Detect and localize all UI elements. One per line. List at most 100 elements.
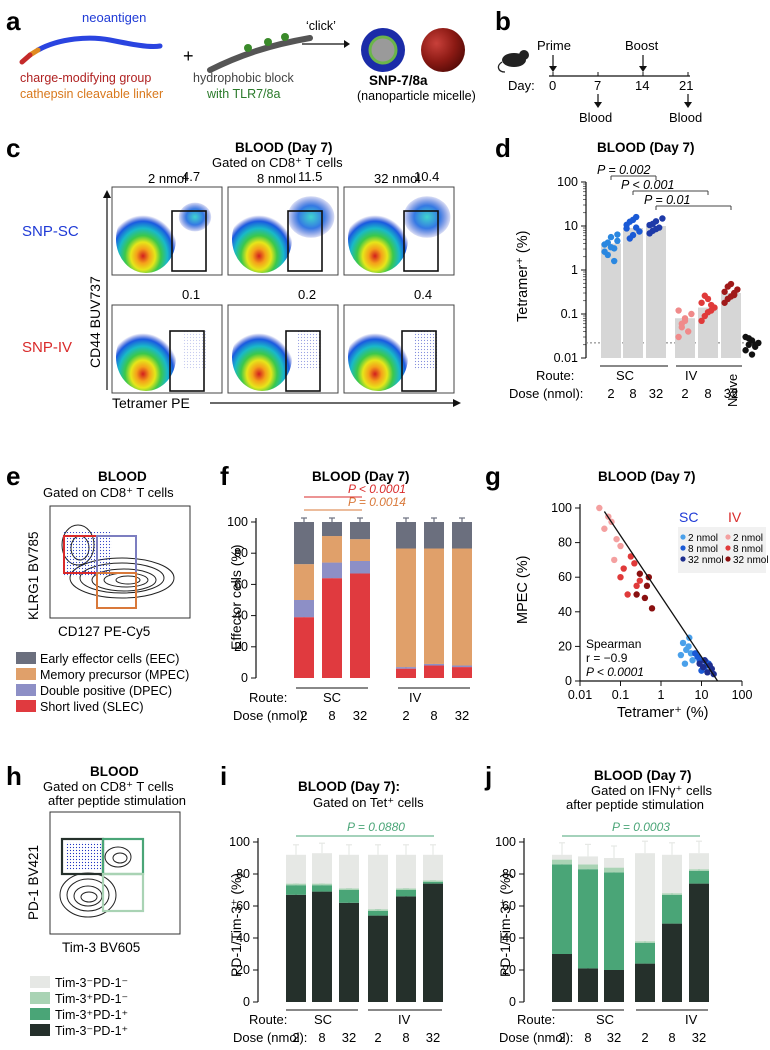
- g-legend-marker: [680, 545, 686, 551]
- d-data-point: [724, 283, 731, 290]
- i-dose-tick: 2: [374, 1030, 381, 1045]
- f-dose-tick: 2: [300, 708, 307, 723]
- g-title: BLOOD (Day 7): [598, 469, 696, 484]
- d-data-point: [708, 301, 715, 309]
- d-data-point: [659, 215, 666, 222]
- d-ylabel: Tetramer⁺ (%): [515, 231, 531, 322]
- f-bar-segment: [350, 573, 370, 678]
- g-data-point: [613, 535, 620, 543]
- hydrophobic-label: hydrophobic block: [193, 71, 295, 85]
- j-bar-segment: [689, 870, 709, 884]
- j-p-value: P = 0.0003: [612, 820, 670, 834]
- flow-density-blob: [116, 323, 176, 391]
- flow-gate: [403, 210, 439, 272]
- d-data-point: [742, 347, 749, 354]
- g-data-point: [643, 582, 651, 590]
- i-subtitle: Gated on Tet⁺ cells: [313, 795, 424, 810]
- g-data-point: [624, 591, 631, 598]
- g-data-point: [679, 639, 687, 647]
- d-data-point: [678, 324, 685, 331]
- d-naive-label: Naive: [725, 374, 740, 407]
- j-bar-segment: [604, 867, 624, 873]
- panel-letter-j: j: [484, 761, 492, 791]
- d-ytick-label: 1: [571, 263, 578, 277]
- i-title: BLOOD (Day 7):: [298, 779, 400, 794]
- j-bar-segment: [578, 968, 598, 1002]
- c-xaxis-arrow-head: [453, 399, 461, 407]
- panel-c: BLOOD (Day 7) Gated on CD8⁺ T cells 2 nm…: [22, 140, 461, 411]
- d-p-value: P = 0.01: [644, 193, 690, 207]
- linker-label: cathepsin cleavable linker: [20, 87, 163, 101]
- c-subtitle: Gated on CD8⁺ T cells: [212, 155, 343, 170]
- j-subtitle: Gated on IFNγ⁺ cells: [591, 783, 713, 798]
- f-bar-segment: [452, 548, 472, 666]
- d-data-point: [607, 233, 615, 241]
- flow-density-blob: [116, 205, 176, 273]
- g-data-point: [704, 669, 711, 676]
- flow-density-blob: [348, 323, 408, 391]
- f-bar-segment: [396, 522, 416, 549]
- i-dose-tick: 32: [426, 1030, 440, 1045]
- f-dose-tick: 8: [328, 708, 335, 723]
- d-data-point: [681, 317, 689, 325]
- g-data-point: [633, 582, 640, 590]
- gate-frequency: 11.5: [298, 169, 322, 184]
- d-data-point: [731, 289, 738, 297]
- e-legend-swatch: [16, 652, 36, 664]
- tetramer-positive-sparse: [298, 330, 322, 370]
- i-sc-label: SC: [314, 1012, 332, 1027]
- j-bar-segment: [578, 856, 598, 865]
- panel-e: BLOOD Gated on CD8⁺ T cells KLRG1 BV785 …: [16, 469, 191, 714]
- d-data-point: [721, 288, 728, 295]
- i-ytick-label: 80: [236, 867, 250, 881]
- g-data-point: [596, 504, 603, 512]
- d-data-point: [675, 307, 682, 314]
- f-dose-tick: 32: [353, 708, 367, 723]
- f-bar-segment: [294, 600, 314, 618]
- j-ytick-label: 20: [502, 963, 516, 977]
- e-xlabel: CD127 PE-Cy5: [58, 624, 150, 639]
- panel-letter-h: h: [6, 761, 22, 791]
- panel-f: BLOOD (Day 7) P < 0.0001 P = 0.0014 Effe…: [227, 469, 472, 723]
- peptide-chain-icon: [35, 35, 163, 53]
- i-bar-segment: [423, 882, 443, 884]
- i-dose-tick: 8: [402, 1030, 409, 1045]
- i-bar-segment: [423, 883, 443, 1002]
- i-dose-tick: 8: [318, 1030, 325, 1045]
- panel-a: neoantigen charge-modifying group cathep…: [19, 10, 476, 103]
- j-subtitle: after peptide stimulation: [566, 797, 704, 812]
- i-p-value: P = 0.0880: [347, 820, 405, 834]
- d-data-point: [614, 237, 621, 245]
- f-bar-segment: [424, 548, 444, 664]
- h-legend-label: Tim-3⁻PD-1⁻: [55, 976, 128, 990]
- g-data-point: [620, 565, 627, 572]
- j-bar-segment: [578, 864, 598, 870]
- charge-group-icon: [19, 52, 33, 65]
- f-bar-segment: [350, 561, 370, 574]
- e-legend-label: Double positive (DPEC): [40, 684, 172, 698]
- j-dose-tick: 32: [607, 1030, 621, 1045]
- i-ytick-label: 100: [229, 835, 250, 849]
- g-xlabel: Tetramer⁺ (%): [617, 705, 708, 721]
- h-subtitle: after peptide stimulation: [48, 793, 186, 808]
- h-legend-swatch: [30, 992, 50, 1004]
- i-bar-segment: [286, 854, 306, 884]
- f-bar-segment: [424, 665, 444, 678]
- hydrophobic-block-icon: [207, 35, 313, 73]
- j-ytick-label: 100: [495, 835, 516, 849]
- tetramer-positive-blob: [178, 202, 212, 232]
- panel-b: Prime Boost Day: 0 7 14 21 Blood Blood: [497, 38, 702, 125]
- i-bar-segment: [339, 888, 359, 890]
- g-ytick-label: 0: [565, 674, 572, 688]
- blood-label: Blood: [579, 110, 612, 125]
- flow-gate: [171, 210, 207, 272]
- d-ytick-label: 100: [557, 175, 578, 189]
- c-dose-label: 8 nmol: [257, 171, 296, 186]
- blood-arrow-head: [594, 102, 602, 108]
- j-bar-segment: [552, 864, 572, 954]
- f-route-label: Route:: [249, 690, 287, 705]
- snp-label: SNP-7/8a: [369, 73, 428, 88]
- gate-frequency: 0.4: [414, 287, 432, 302]
- i-bar-segment: [286, 894, 306, 1002]
- panel-letter-a: a: [6, 6, 21, 36]
